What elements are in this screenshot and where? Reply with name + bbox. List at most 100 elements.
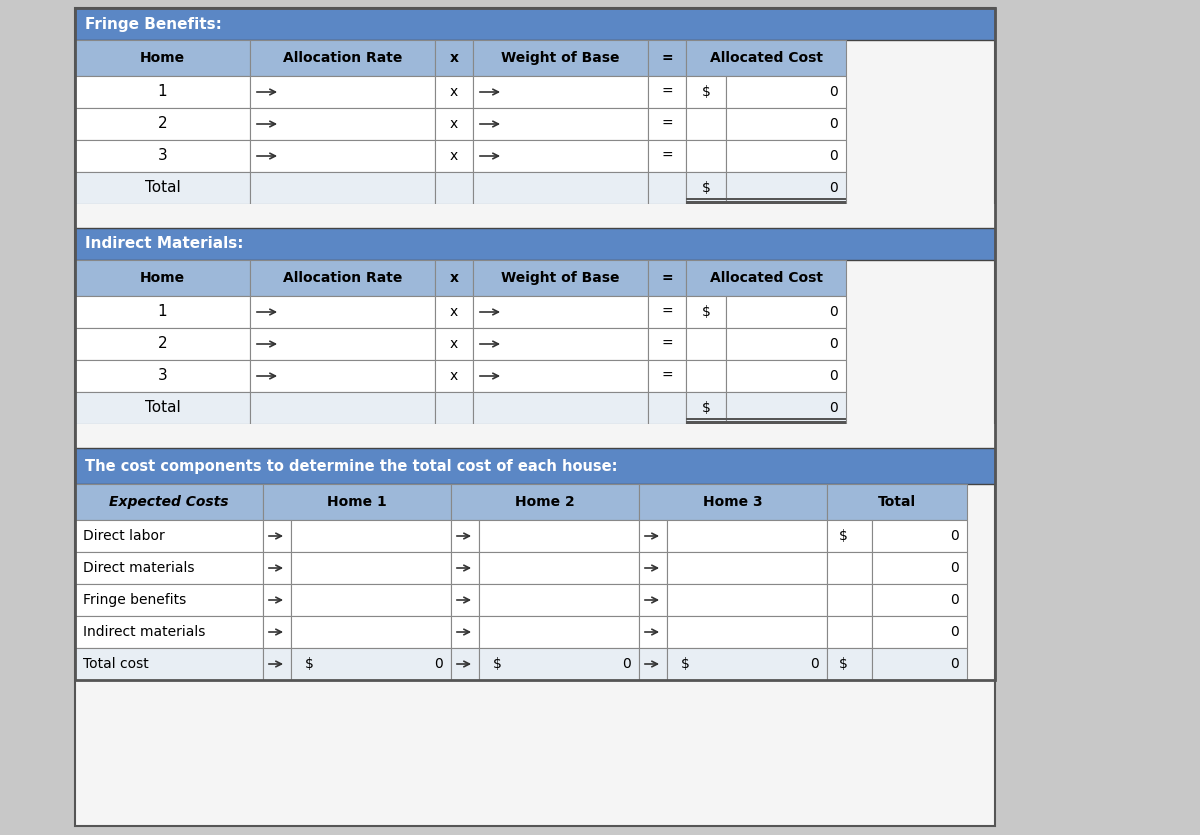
- Text: =: =: [661, 51, 673, 65]
- Text: 3: 3: [157, 368, 167, 383]
- Bar: [473, 108, 648, 140]
- Text: 2: 2: [157, 117, 167, 131]
- Bar: [473, 40, 648, 76]
- Text: Expected Costs: Expected Costs: [109, 495, 229, 509]
- Text: =: =: [661, 369, 673, 383]
- Bar: [686, 260, 846, 296]
- Bar: [872, 584, 967, 616]
- Bar: [686, 296, 726, 328]
- Bar: [74, 484, 263, 520]
- Bar: [667, 584, 827, 616]
- Bar: [473, 360, 648, 392]
- Text: Total: Total: [878, 495, 916, 509]
- Bar: [263, 584, 292, 616]
- Text: x: x: [450, 305, 458, 319]
- Bar: [74, 648, 263, 680]
- Bar: [872, 616, 967, 648]
- Bar: [263, 484, 451, 520]
- Text: Weight of Base: Weight of Base: [502, 271, 619, 285]
- Bar: [827, 616, 872, 648]
- Text: Allocation Rate: Allocation Rate: [283, 271, 402, 285]
- Bar: [667, 648, 827, 680]
- Bar: [74, 424, 995, 448]
- Bar: [74, 616, 263, 648]
- Text: 0: 0: [829, 85, 838, 99]
- Bar: [250, 172, 436, 204]
- Bar: [726, 328, 846, 360]
- Text: Home 2: Home 2: [515, 495, 575, 509]
- Text: 2: 2: [157, 337, 167, 352]
- Text: Total: Total: [145, 180, 180, 195]
- Bar: [74, 76, 250, 108]
- Bar: [686, 392, 726, 424]
- Bar: [250, 328, 436, 360]
- Text: 0: 0: [950, 593, 959, 607]
- Bar: [436, 140, 473, 172]
- Text: 3: 3: [157, 149, 167, 164]
- Bar: [451, 484, 640, 520]
- Text: Home: Home: [140, 51, 185, 65]
- Bar: [74, 8, 995, 826]
- Text: $: $: [839, 657, 848, 671]
- Bar: [686, 140, 726, 172]
- Text: Total: Total: [145, 401, 180, 416]
- Bar: [436, 172, 473, 204]
- Text: 0: 0: [950, 561, 959, 575]
- Bar: [686, 421, 846, 424]
- Bar: [436, 360, 473, 392]
- Text: $: $: [702, 85, 710, 99]
- Text: =: =: [661, 337, 673, 351]
- Text: $: $: [702, 305, 710, 319]
- Text: Home 1: Home 1: [328, 495, 386, 509]
- Text: x: x: [450, 51, 458, 65]
- Text: x: x: [450, 369, 458, 383]
- Text: =: =: [661, 85, 673, 99]
- Bar: [667, 552, 827, 584]
- Text: x: x: [450, 85, 458, 99]
- Bar: [686, 198, 846, 200]
- Bar: [473, 260, 648, 296]
- Bar: [74, 392, 250, 424]
- Text: x: x: [450, 337, 458, 351]
- Bar: [648, 172, 686, 204]
- Bar: [726, 108, 846, 140]
- Text: 1: 1: [157, 84, 167, 99]
- Bar: [74, 8, 995, 40]
- Text: 0: 0: [829, 305, 838, 319]
- Bar: [250, 260, 436, 296]
- Bar: [74, 140, 250, 172]
- Text: x: x: [450, 117, 458, 131]
- Bar: [667, 616, 827, 648]
- Bar: [686, 40, 846, 76]
- Text: 0: 0: [623, 657, 631, 671]
- Bar: [292, 616, 451, 648]
- Bar: [726, 296, 846, 328]
- Bar: [436, 260, 473, 296]
- Text: $: $: [305, 657, 314, 671]
- Text: =: =: [661, 149, 673, 163]
- Bar: [74, 448, 995, 484]
- Text: The cost components to determine the total cost of each house:: The cost components to determine the tot…: [85, 458, 618, 473]
- Bar: [74, 172, 250, 204]
- Text: $: $: [702, 401, 710, 415]
- Bar: [648, 328, 686, 360]
- Bar: [451, 648, 479, 680]
- Bar: [74, 552, 263, 584]
- Bar: [451, 520, 479, 552]
- Bar: [250, 40, 436, 76]
- Bar: [827, 520, 872, 552]
- Bar: [263, 520, 292, 552]
- Bar: [827, 584, 872, 616]
- Bar: [827, 552, 872, 584]
- Bar: [648, 140, 686, 172]
- Text: x: x: [450, 271, 458, 285]
- Bar: [827, 648, 872, 680]
- Text: 0: 0: [829, 117, 838, 131]
- Bar: [436, 108, 473, 140]
- Bar: [479, 552, 640, 584]
- Bar: [451, 616, 479, 648]
- Text: Total cost: Total cost: [83, 657, 149, 671]
- Bar: [726, 140, 846, 172]
- Bar: [451, 552, 479, 584]
- Bar: [74, 204, 995, 228]
